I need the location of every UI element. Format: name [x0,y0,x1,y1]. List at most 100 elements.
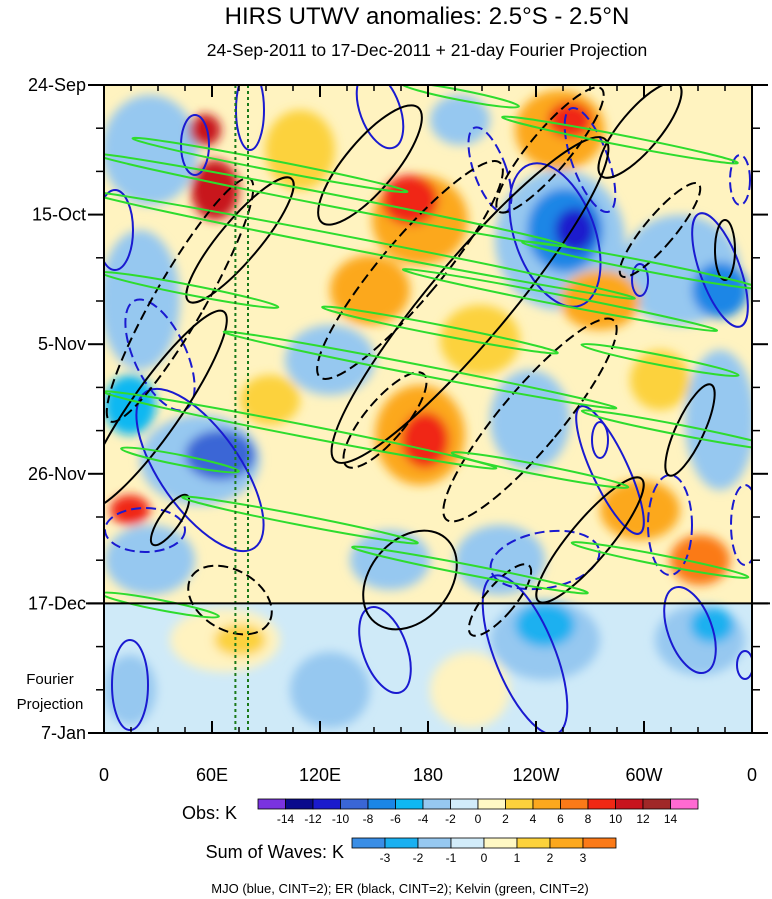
y-tick-label: 5-Nov [38,334,86,354]
chart-title: HIRS UTWV anomalies: 2.5°S - 2.5°N [225,3,630,30]
colorbar-tick-label: -6 [390,812,401,826]
kelvin-contour [580,342,740,378]
er-contour [495,86,605,214]
obs-blob [600,480,680,540]
colorbar-tick-label: 14 [664,812,678,826]
colorbar-tick-label: 12 [636,812,650,826]
colorbar-swatch [285,798,314,810]
projection-field [104,600,745,728]
colorbar-swatch [615,798,644,810]
kelvin-contour [521,240,752,290]
colorbar-swatch [384,837,419,849]
y-tick-label: 7-Jan [41,723,86,743]
obs-blob [455,525,545,595]
kelvin-contour [321,305,559,355]
x-axis: 0 60E 120E 180 120W 60W 0 [99,85,757,785]
colorbar-swatch [560,798,589,810]
colorbar-tick-label: -8 [363,812,374,826]
kelvin-contour [450,451,630,489]
obs-blob [440,305,520,375]
waves-colorbar-label: Sum of Waves: K [206,842,344,862]
obs-blob [240,375,300,425]
obs-blob [105,525,195,595]
colorbar-swatch [422,798,451,810]
mjo-contour [591,421,609,459]
er-contour [316,160,504,380]
colorbar-tick-label: 6 [557,812,564,826]
mjo-contour [563,106,617,214]
colorbar-tick-label: 0 [475,812,482,826]
obs-blob [692,262,748,318]
obs-blob [185,430,255,480]
colorbar-swatch [257,798,286,810]
er-contour [442,317,618,523]
waves-colorbar: -3 -2 -1 0 1 2 3 [351,837,617,865]
colorbar-tick-label: 4 [530,812,537,826]
mjo-contour [180,114,210,176]
mjo-contour [135,387,265,553]
kelvin-contour [570,541,750,579]
er-contour [104,309,228,511]
colorbar-tick-label: 1 [514,851,521,865]
kelvin-contour [104,390,498,470]
obs-blob [548,102,592,138]
chart-subtitle: 24-Sep-2011 to 17-Dec-2011 + 21-day Four… [207,40,648,60]
obs-field [104,90,752,595]
x-tick-label: 120E [299,765,341,785]
colorbar-swatch [417,837,452,849]
colorbar-swatch [516,837,551,849]
mjo-contour [358,606,412,694]
colorbar-swatch [642,798,671,810]
y-tick-label: 17-Dec [28,593,86,613]
er-contour [317,104,423,226]
chart-caption: MJO (blue, CINT=2); ER (black, CINT=2); … [211,881,588,896]
obs-blob [265,110,335,190]
obs-colorbar-label: Obs: K [182,803,237,823]
heatmap-plot [104,85,752,733]
x-tick-label: 180 [413,765,443,785]
er-contour [149,493,191,547]
obs-blob [630,350,690,410]
obs-blob [401,412,449,468]
mjo-contour [355,85,405,150]
colorbar-swatch [549,837,584,849]
kelvin-contour [400,85,520,109]
mjo-contour [736,650,752,680]
colorbar-tick-label: 8 [585,812,592,826]
colorbar-swatch [582,837,617,849]
obs-blob [104,95,198,205]
obs-blob [490,370,570,470]
kelvin-contour [501,115,739,165]
mjo-contour [104,189,134,271]
obs-colorbar: -14 -12 -10 -8 -6 -4 -2 0 2 4 6 8 10 12 14 [257,798,699,826]
mjo-contour [111,639,149,731]
obs-blob [285,325,375,395]
colorbar-swatch [450,837,485,849]
er-contour [714,219,736,281]
colorbar-tick-label: -2 [445,812,456,826]
colorbar-swatch [367,798,396,810]
kelvin-contours [104,85,752,619]
obs-blob [685,350,752,490]
colorbar-tick-label: 0 [481,851,488,865]
x-tick-label: 0 [747,765,757,785]
obs-blob [110,495,150,525]
colorbar-tick-label: 3 [580,851,587,865]
kelvin-contour [401,268,719,332]
colorbar-tick-label: -1 [446,851,457,865]
colorbar-tick-label: 2 [547,851,554,865]
mjo-contour [647,474,693,576]
obs-blob [330,255,410,325]
er-contour [185,176,295,304]
kelvin-contour [104,190,636,300]
colorbar-tick-label: -14 [277,812,295,826]
projection-label-line1: Fourier [26,671,74,688]
er-contour [618,182,702,278]
proj-blob [430,652,510,728]
obs-blob [350,530,430,590]
y-axis: 24-Sep 15-Oct 5-Nov 26-Nov 17-Dec 7-Jan [28,75,768,743]
er-contour [362,529,458,631]
mjo-contour [489,529,601,591]
projection-label-line2: Projection [17,696,84,713]
colorbar-swatch [477,798,506,810]
